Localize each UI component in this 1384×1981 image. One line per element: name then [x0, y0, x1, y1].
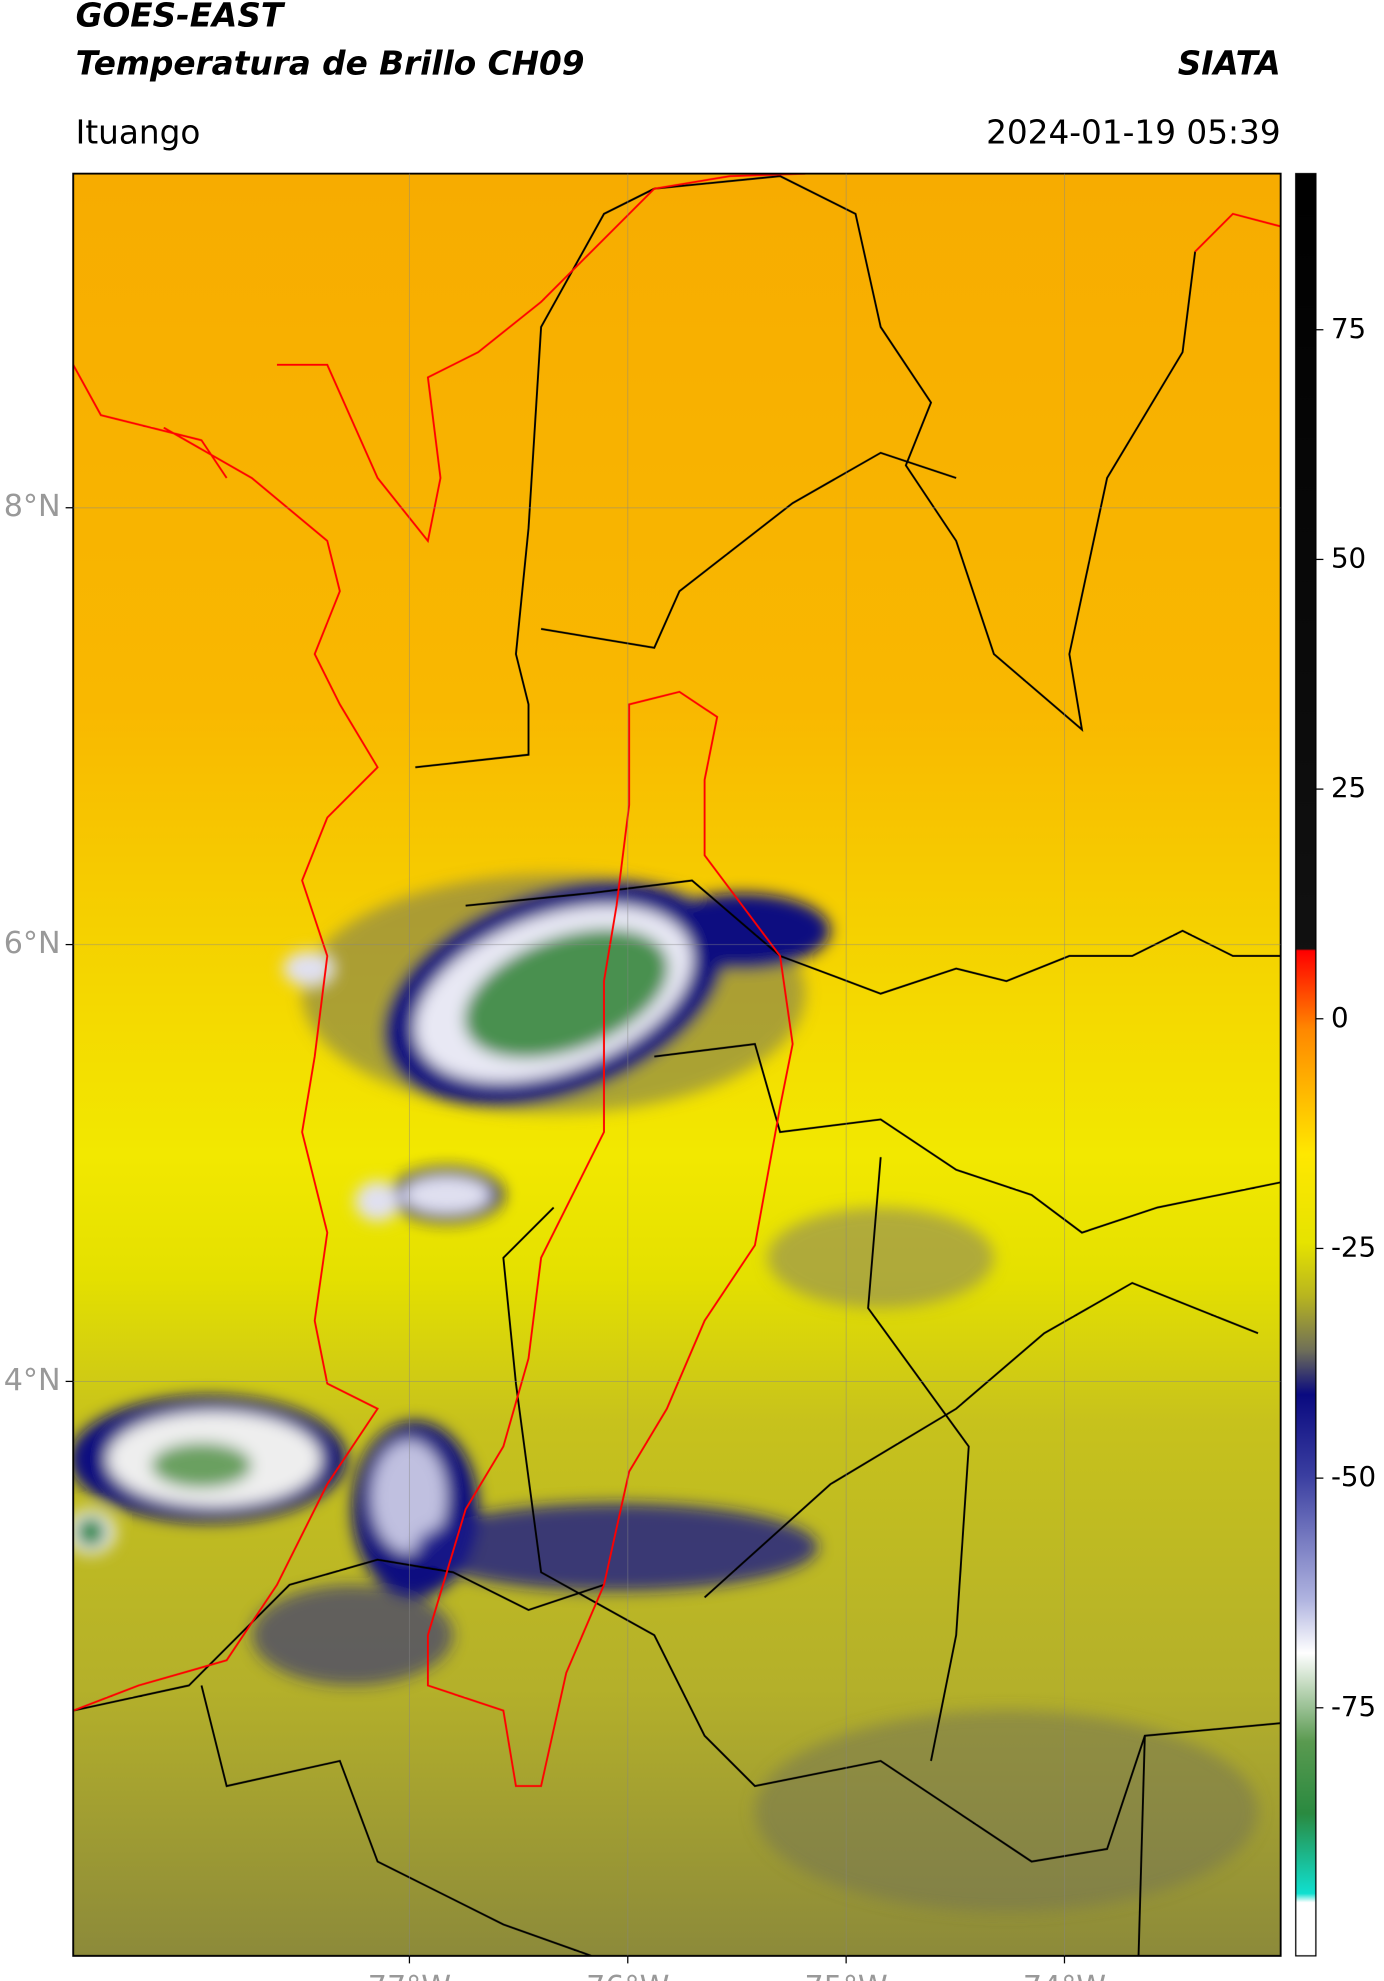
- subtitle: Temperatura de Brillo CH09: [76, 44, 585, 82]
- colorbar: [1295, 172, 1317, 1957]
- map-frame: [72, 172, 1282, 1957]
- lon-label: 74°W: [1023, 1970, 1106, 1981]
- colorbar-label: 0: [1331, 1001, 1349, 1034]
- colorbar-label: -75: [1331, 1690, 1376, 1723]
- title: GOES-EAST: [76, 0, 286, 35]
- lat-label: 4°N: [4, 1363, 61, 1398]
- lat-label: 6°N: [4, 926, 61, 961]
- colorbar-label: -25: [1331, 1230, 1376, 1263]
- borders: [73, 175, 1281, 1956]
- brand: SIATA: [1178, 44, 1281, 82]
- lon-label: 76°W: [586, 1970, 669, 1981]
- lon-label: 77°W: [368, 1970, 451, 1981]
- colorbar-label: 75: [1331, 312, 1366, 345]
- datetime: 2024-01-19 05:39: [986, 114, 1281, 152]
- colorbar-label: -50: [1331, 1460, 1376, 1493]
- map: [73, 173, 1281, 1956]
- colorbar-label: 25: [1331, 771, 1366, 804]
- coastline-and-basin: [73, 173, 1281, 1787]
- lat-label: 8°N: [4, 489, 61, 524]
- location: Ituango: [76, 114, 201, 152]
- colorbar-label: 50: [1331, 541, 1366, 574]
- lon-label: 75°W: [804, 1970, 887, 1981]
